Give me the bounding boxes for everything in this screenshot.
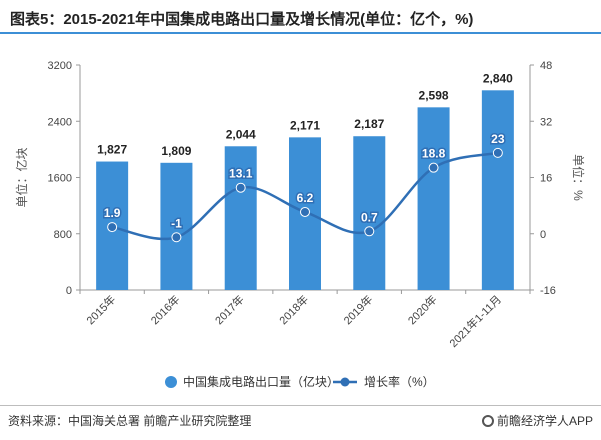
source-note: 资料来源：中国海关总署 前瞻产业研究院整理 bbox=[8, 414, 252, 428]
chart-title: 图表5：2015-2021年中国集成电路出口量及增长情况(单位：亿个，%) bbox=[10, 11, 474, 28]
bar-value-label: 2,598 bbox=[419, 88, 449, 102]
bar bbox=[417, 107, 450, 290]
bar-value-label: 2,840 bbox=[483, 71, 513, 85]
bar bbox=[160, 162, 193, 290]
bar bbox=[481, 90, 514, 290]
growth-value-label: 1.9 bbox=[104, 206, 121, 220]
y-tick-label: 1600 bbox=[48, 173, 72, 185]
growth-value-label: -1 bbox=[171, 216, 182, 230]
bar-value-label: 1,809 bbox=[161, 144, 191, 158]
bar bbox=[224, 146, 257, 290]
bar-value-label: 2,187 bbox=[354, 117, 384, 131]
brand-name: 前瞻经济学人APP bbox=[496, 414, 593, 428]
y2-tick-label: 0 bbox=[540, 229, 546, 241]
legend-line-label: 增长率（%） bbox=[364, 374, 435, 389]
bar-value-label: 2,044 bbox=[226, 127, 256, 141]
chart: 0 800 1600 2400 3200 -16 0 16 32 48 单位：亿块 单位：% 2015年… bbox=[14, 60, 586, 389]
growth-value-label: 0.7 bbox=[361, 210, 378, 224]
data-labels: 1,827 1,809 2,044 2,171 2,187 2,598 2,840 1.9 -1… bbox=[97, 71, 513, 231]
bar bbox=[353, 136, 386, 290]
y2-tick-label: -16 bbox=[540, 285, 556, 297]
growth-point bbox=[107, 222, 118, 233]
y2-axis-title: 单位：% bbox=[571, 154, 586, 201]
x-tick-label: 2019年 bbox=[340, 292, 375, 327]
legend: 中国集成电路出口量（亿块） 增长率（%） bbox=[165, 374, 435, 389]
growth-value-label: 18.8 bbox=[422, 147, 446, 161]
title-rule bbox=[0, 32, 601, 34]
growth-value-label: 23 bbox=[491, 132, 505, 146]
growth-point bbox=[300, 206, 310, 217]
brand-logo-icon bbox=[481, 415, 494, 427]
footer-rule bbox=[0, 405, 601, 406]
x-tick-label: 2015年 bbox=[83, 292, 118, 327]
legend-bar-marker bbox=[165, 376, 177, 388]
y2-tick-label: 48 bbox=[540, 60, 552, 72]
bar-value-label: 2,171 bbox=[290, 118, 320, 132]
y-tick-label: 0 bbox=[66, 285, 72, 297]
x-tick-label: 2016年 bbox=[148, 292, 183, 327]
growth-point bbox=[428, 162, 439, 173]
x-tick-label: 2017年 bbox=[212, 292, 247, 327]
y-tick-label: 800 bbox=[54, 229, 72, 241]
bar-series bbox=[96, 90, 514, 290]
brand: 前瞻经济学人APP bbox=[481, 412, 593, 429]
growth-point bbox=[492, 147, 503, 158]
growth-point bbox=[364, 226, 375, 237]
x-tick-label: 2018年 bbox=[276, 292, 311, 327]
y2-tick-label: 32 bbox=[540, 116, 552, 128]
y2-tick-label: 16 bbox=[540, 173, 552, 185]
x-tick-label: 2020年 bbox=[405, 292, 440, 327]
bar-value-label: 1,827 bbox=[97, 143, 127, 157]
y-tick-label: 3200 bbox=[48, 60, 72, 72]
growth-point bbox=[235, 182, 246, 193]
x-tick-label: 2021年1-11月 bbox=[446, 292, 504, 350]
growth-value-label: 13.1 bbox=[229, 167, 253, 181]
line-series bbox=[107, 147, 503, 243]
growth-value-label: 6.2 bbox=[297, 191, 314, 205]
legend-bar-label: 中国集成电路出口量（亿块） bbox=[183, 374, 339, 389]
y-tick-label: 2400 bbox=[48, 116, 72, 128]
y-axis-title: 单位：亿块 bbox=[14, 147, 29, 207]
growth-point bbox=[171, 232, 182, 243]
legend-line-dot bbox=[340, 377, 350, 387]
